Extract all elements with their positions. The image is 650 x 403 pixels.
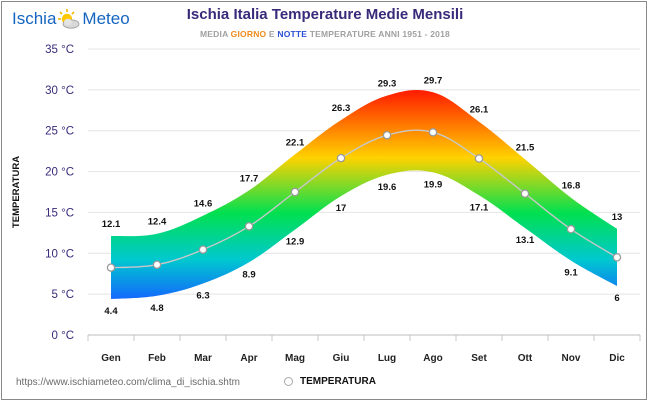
x-tick-label: Dic: [609, 353, 625, 364]
max-data-label-feb: 12.4: [148, 217, 167, 228]
x-tick-label: Gen: [101, 353, 120, 364]
max-data-label-gen: 12.1: [102, 219, 121, 230]
y-tick-label: 10 °C: [45, 248, 74, 260]
chart-subtitle: MEDIA GIORNO E NOTTE TEMPERATURE ANNI 19…: [0, 29, 650, 39]
legend-label: TEMPERATURA: [300, 376, 376, 387]
mean-point-ott: [520, 189, 530, 198]
x-tick-label: Ago: [423, 353, 442, 364]
min-data-label-ago: 19.9: [424, 179, 443, 190]
legend[interactable]: TEMPERATURA: [284, 376, 376, 387]
temperature-range-band: [111, 89, 617, 300]
mean-point-ago: [428, 128, 438, 137]
mean-point-feb: [152, 260, 162, 269]
mean-point-mag: [290, 187, 300, 197]
mean-point-giu: [336, 153, 346, 163]
logo[interactable]: Ischia Meteo: [12, 7, 130, 31]
y-axis-title: TEMPERATURA: [11, 156, 22, 228]
legend-marker-icon: [284, 377, 293, 386]
source-url[interactable]: https://www.ischiameteo.com/clima_di_isc…: [16, 377, 240, 388]
min-data-label-set: 17.1: [470, 202, 489, 213]
subtitle-giorno: GIORNO: [230, 29, 267, 39]
mean-temperature-line: [110, 129, 618, 269]
max-data-label-ago: 29.7: [424, 75, 443, 86]
mean-point-dic: [612, 253, 622, 262]
max-data-label-mar: 14.6: [194, 199, 213, 210]
x-tick-label: Set: [471, 353, 487, 364]
max-data-label-nov: 16.8: [562, 181, 581, 192]
mean-point-lug: [382, 130, 392, 140]
max-data-label-dic: 13: [612, 212, 623, 223]
subtitle-part3: TEMPERATURE ANNI 1951 - 2018: [307, 29, 450, 39]
subtitle-part1: MEDIA: [200, 29, 231, 39]
min-data-label-mar: 6.3: [196, 291, 209, 302]
x-tick-label: Giu: [333, 353, 350, 364]
x-tick-label: Ott: [518, 353, 533, 364]
max-data-label-lug: 29.3: [378, 79, 397, 90]
x-tick-label: Apr: [240, 353, 257, 364]
x-tick-label: Nov: [562, 353, 581, 364]
max-data-label-apr: 17.7: [240, 173, 259, 184]
y-tick-label: 15 °C: [45, 207, 74, 219]
y-tick-label: 0 °C: [52, 330, 75, 342]
min-data-label-feb: 4.8: [150, 303, 163, 314]
mean-point-set: [474, 154, 484, 163]
min-data-label-giu: 17: [336, 203, 347, 214]
y-tick-label: 30 °C: [45, 85, 74, 97]
min-data-label-mag: 12.9: [286, 237, 305, 248]
mean-point-gen: [106, 263, 116, 272]
logo-text-right: Meteo: [82, 9, 130, 28]
y-tick-label: 20 °C: [45, 167, 74, 179]
min-data-label-dic: 6: [614, 293, 619, 304]
mean-point-apr: [244, 222, 254, 231]
max-data-label-ott: 21.5: [516, 142, 535, 153]
y-tick-label: 35 °C: [45, 44, 74, 56]
y-tick-label: 5 °C: [52, 289, 75, 301]
subtitle-notte: NOTTE: [277, 29, 308, 39]
min-data-label-lug: 19.6: [378, 182, 397, 193]
x-tick-label: Mag: [285, 353, 305, 364]
min-data-label-nov: 9.1: [564, 268, 578, 279]
min-data-label-ott: 13.1: [516, 235, 535, 246]
sun-cloud-icon: [58, 9, 80, 29]
logo-text-left: Ischia: [12, 9, 57, 28]
max-data-label-giu: 26.3: [332, 103, 351, 114]
mean-point-nov: [566, 224, 576, 234]
x-tick-label: Feb: [148, 353, 166, 364]
max-data-label-set: 26.1: [470, 105, 489, 116]
subtitle-part2: E: [266, 29, 278, 39]
y-tick-label: 25 °C: [45, 126, 74, 138]
min-data-label-apr: 8.9: [242, 269, 255, 280]
max-data-label-mag: 22.1: [286, 137, 305, 148]
x-tick-label: Lug: [378, 353, 396, 364]
min-data-label-gen: 4.4: [104, 306, 118, 317]
mean-point-mar: [198, 245, 208, 254]
x-tick-label: Mar: [194, 353, 212, 364]
chart-title: Ischia Italia Temperature Medie Mensili: [186, 6, 464, 23]
